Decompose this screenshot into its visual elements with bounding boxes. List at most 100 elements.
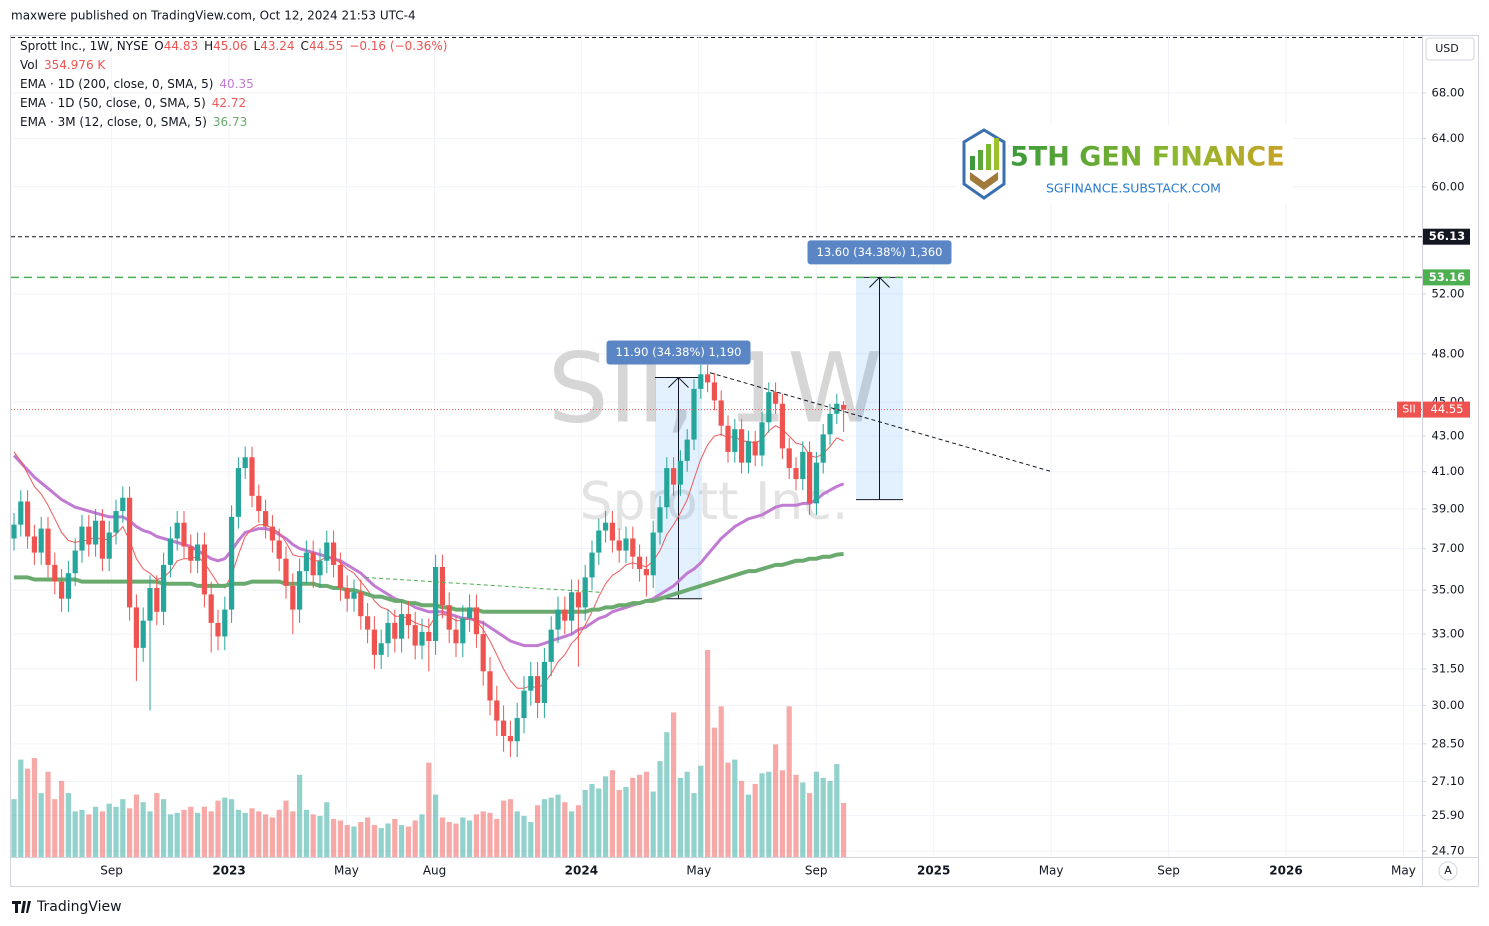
- candle-body: [698, 374, 704, 389]
- candle-body: [487, 671, 493, 701]
- candle-body: [514, 718, 520, 742]
- volume-bar: [766, 771, 772, 857]
- volume-bar: [637, 774, 643, 857]
- volume-bar: [378, 828, 384, 857]
- symbol-tag: [1397, 401, 1421, 418]
- candle-body: [609, 522, 615, 541]
- candle-body: [161, 564, 167, 612]
- candle-body: [793, 468, 799, 480]
- candle-body: [127, 497, 133, 608]
- candle-body: [494, 700, 500, 721]
- legend-line: Vol 354.976 K: [20, 58, 106, 72]
- volume-bar: [79, 809, 85, 857]
- volume-bar: [630, 777, 636, 857]
- candle-body: [800, 451, 806, 480]
- volume-bar: [399, 825, 405, 857]
- candle-body: [501, 720, 507, 737]
- volume-bar: [412, 820, 418, 857]
- ohlc-value: 45.06: [213, 39, 247, 53]
- volume-bar: [235, 809, 241, 857]
- candle-body: [120, 497, 126, 512]
- plot-layer: 11.90 (34.38%) 1,190 13.60 (34.38%) 1,360: [11, 236, 1422, 857]
- volume-bar: [779, 770, 785, 857]
- volume-bar: [283, 800, 289, 857]
- scale-mode[interactable]: A: [1444, 864, 1452, 877]
- candle-body: [616, 540, 622, 551]
- volume-bar: [813, 771, 819, 857]
- volume-bar: [752, 783, 758, 857]
- volume-bar: [256, 811, 262, 857]
- candle-body: [188, 546, 194, 561]
- volume-bar: [562, 802, 568, 857]
- volume-bar: [623, 786, 629, 857]
- volume-bar: [317, 815, 323, 857]
- y-tick-label: 52.00: [1432, 286, 1465, 300]
- candle-body: [235, 468, 241, 517]
- volume-bar: [582, 790, 588, 857]
- candle-body: [603, 522, 609, 531]
- volume-bar: [473, 814, 479, 857]
- scale-mode-button[interactable]: [1438, 861, 1458, 881]
- volume-bar: [467, 820, 473, 857]
- y-tick-label: 43.00: [1432, 429, 1465, 443]
- y-tick-label: 31.50: [1432, 661, 1465, 675]
- x-tick-label: May: [1039, 864, 1064, 878]
- candle-body: [99, 520, 105, 559]
- volume-bar: [127, 808, 133, 857]
- candle-body: [813, 462, 819, 504]
- candle-body: [324, 542, 330, 561]
- candle-body: [732, 429, 738, 452]
- candle-body: [548, 629, 554, 662]
- volume-bar: [433, 794, 439, 857]
- candle-body: [691, 388, 697, 440]
- symbol-tag-label: SII: [1402, 403, 1415, 416]
- candle-body: [147, 587, 153, 621]
- legend-series-name: EMA · 1D (200, close, 0, SMA, 5): [20, 77, 213, 91]
- candle-body: [562, 609, 568, 621]
- candle-body: [555, 609, 561, 630]
- legend-series-value: 42.72: [212, 96, 246, 110]
- chart-frame: [10, 35, 1479, 887]
- grid: [11, 36, 1422, 857]
- y-tick-label: 68.00: [1432, 86, 1465, 100]
- volume-bar: [494, 818, 500, 857]
- candle-body: [371, 629, 377, 655]
- volume-bar: [351, 826, 357, 857]
- volume-bar: [371, 825, 377, 857]
- candle-body: [392, 622, 398, 639]
- candle-body: [181, 522, 187, 547]
- y-tick-label: 48.00: [1432, 346, 1465, 360]
- candle-body: [154, 587, 160, 612]
- candle-body: [337, 564, 343, 588]
- legend-series-name: EMA · 1D (50, close, 0, SMA, 5): [20, 96, 206, 110]
- candle-body: [766, 392, 772, 423]
- candle-body: [541, 661, 547, 703]
- legend: Sprott Inc., 1W, NYSE O44.83 H45.06 L43.24 C…: [20, 39, 447, 129]
- volume-bar: [297, 774, 303, 857]
- volume-bar: [86, 814, 92, 857]
- volume-bar: [745, 794, 751, 857]
- volume-bar: [521, 815, 527, 857]
- logo-bar: [970, 156, 975, 170]
- volume-bar: [188, 806, 194, 857]
- volume-bar: [290, 811, 296, 857]
- y-tick-label: 25.90: [1432, 808, 1465, 822]
- candle-body: [535, 676, 541, 703]
- candle-body: [256, 495, 262, 512]
- volume-bar: [242, 812, 248, 857]
- candle-body: [684, 439, 690, 461]
- candle-body: [72, 550, 78, 574]
- volume-bar: [331, 818, 337, 857]
- candle-body: [705, 374, 711, 383]
- y-tick-label: 24.70: [1432, 843, 1465, 857]
- volume-bar: [739, 780, 745, 857]
- legend-series-value: 36.73: [213, 115, 247, 129]
- candle-body: [208, 594, 214, 623]
- axis-layer: 24.70 25.90 27.10 28.50 30.00 31.50 33.00 35.00…: [100, 86, 1470, 878]
- volume-bar: [718, 706, 724, 857]
- candle-body: [31, 536, 37, 553]
- candle-body: [290, 585, 296, 610]
- candle-body: [297, 571, 303, 610]
- legend-title: Sprott Inc., 1W, NYSE: [20, 39, 148, 53]
